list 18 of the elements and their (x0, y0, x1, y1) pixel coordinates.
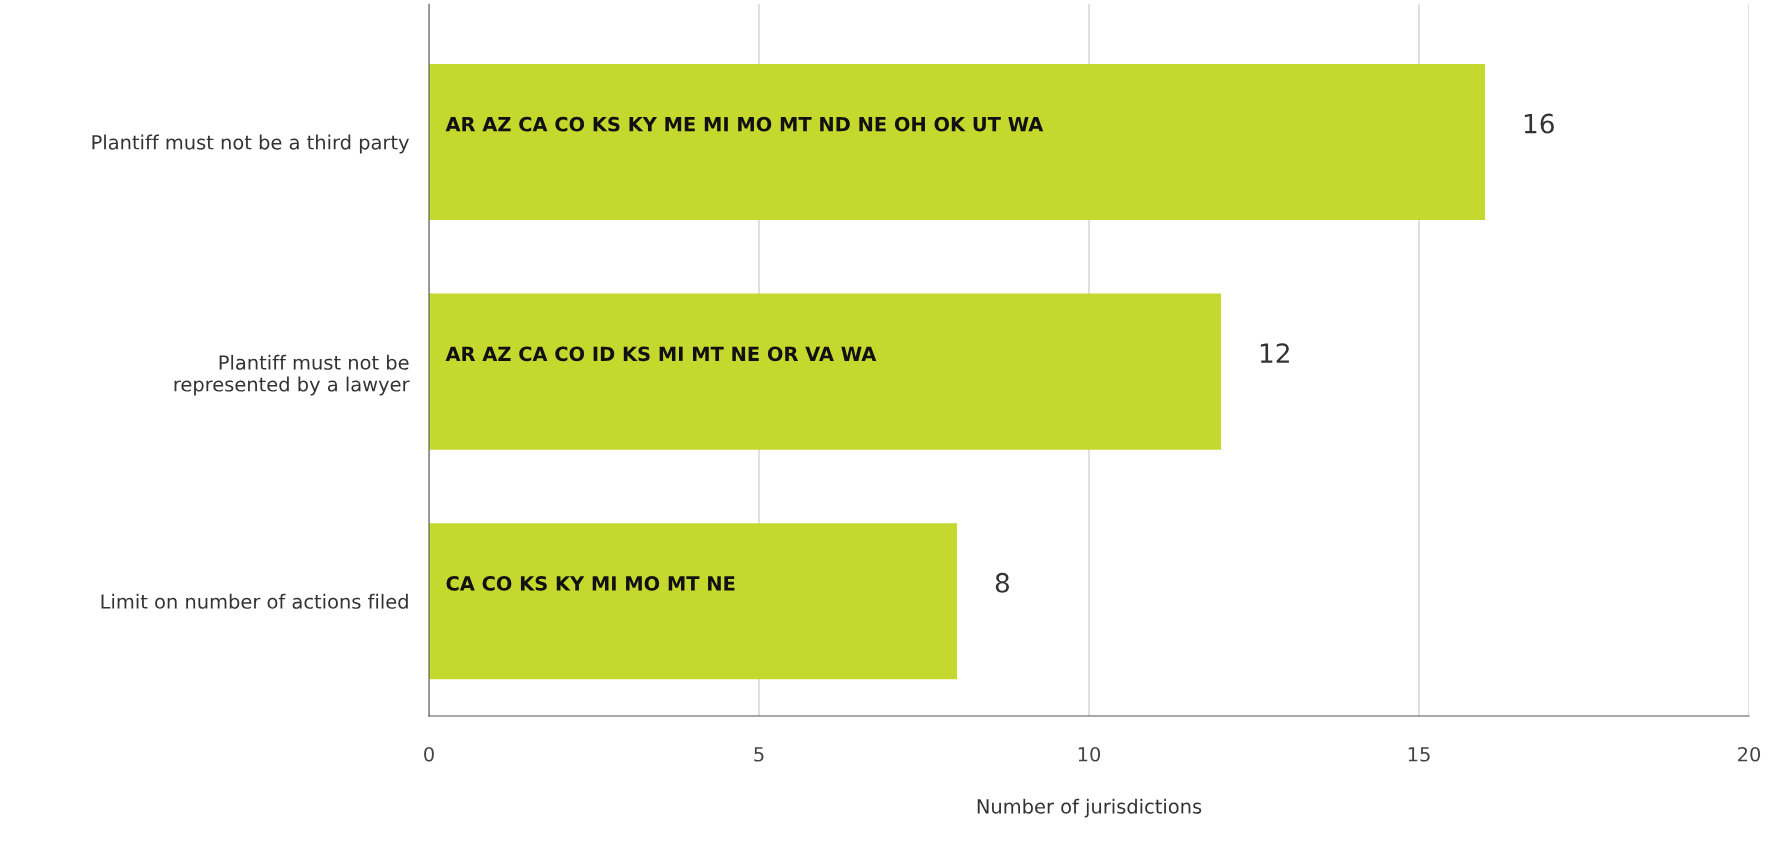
x-tick-label: 15 (1408, 747, 1430, 762)
data-label: 16 (1524, 113, 1554, 134)
bar (429, 63, 1485, 221)
y-tick-label: Plantiff must not be represented by a lawyer (174, 354, 410, 396)
x-tick-label: 10 (1078, 746, 1101, 762)
annotation: CA CO KS KY MI MO MT NE (446, 576, 735, 591)
bar (429, 293, 1221, 450)
data-label: 12 (1260, 343, 1289, 363)
x-tick-label: 20 (1738, 746, 1761, 762)
x-tick-label: 0 (424, 746, 434, 762)
x-tick-label: 5 (754, 747, 764, 762)
y-tick-label: Plantiff must not be a third party (92, 134, 409, 154)
annotation: AR AZ CA CO ID KS MI MT NE OR VA WA (445, 346, 877, 362)
annotation: AR AZ CA CO KS KY ME MI MO MT ND NE OH OK UT WA (445, 116, 1044, 132)
x-axis-title: Number of jurisdictions (977, 798, 1202, 818)
y-tick-label: Limit on number of actions filed (101, 593, 408, 609)
data-label: 8 (995, 572, 1009, 593)
bar (429, 523, 957, 680)
